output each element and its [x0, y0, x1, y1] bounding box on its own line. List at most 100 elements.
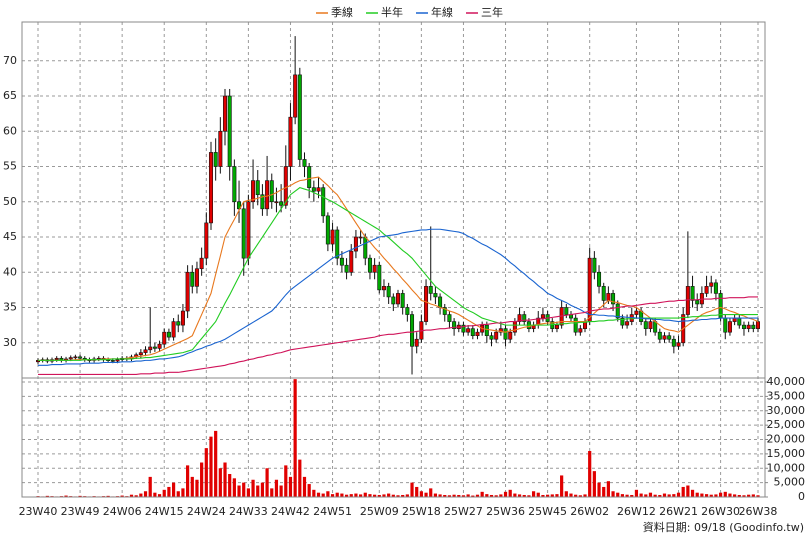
- volume-bar: [443, 494, 447, 497]
- volume-bar: [228, 474, 232, 497]
- volume-bar: [630, 494, 634, 497]
- volume-bar: [181, 488, 185, 497]
- volume-bar: [480, 491, 484, 497]
- volume-bar: [396, 495, 400, 497]
- volume-bar: [284, 465, 288, 497]
- x-tick-label: 26W38: [739, 505, 778, 518]
- ma-line: [38, 296, 758, 376]
- volume-bar: [433, 493, 438, 497]
- volume-bar: [377, 494, 381, 497]
- y2-tick-label: 5,000: [774, 476, 806, 489]
- candle-body: [110, 360, 115, 362]
- candle-body: [190, 271, 195, 287]
- candle-body: [578, 328, 583, 333]
- volume-bar: [690, 489, 695, 497]
- volume-bar: [129, 494, 134, 497]
- x-tick-label: 24W42: [271, 505, 310, 518]
- candle-body: [54, 357, 59, 360]
- candle-body: [634, 310, 639, 315]
- candle-body: [438, 296, 443, 308]
- volume-bar: [78, 495, 82, 497]
- volume-bar: [625, 494, 629, 497]
- volume-bar: [157, 494, 162, 497]
- candle-body: [540, 314, 545, 319]
- candle-body: [564, 307, 569, 315]
- candle-body: [73, 356, 78, 359]
- volume-bar: [634, 489, 639, 497]
- volume-bar: [447, 495, 452, 497]
- volume-bar: [588, 451, 592, 497]
- candle-body: [232, 166, 237, 203]
- volume-bar: [143, 491, 148, 497]
- volume-bar: [106, 495, 110, 497]
- candle-body: [755, 321, 760, 329]
- candle-body: [307, 166, 312, 188]
- candle-body: [428, 286, 433, 294]
- candle-body: [592, 257, 597, 273]
- volume-bar: [242, 482, 246, 497]
- candle-body: [573, 317, 578, 333]
- volume-bar: [363, 492, 367, 497]
- volume-bar: [751, 494, 755, 497]
- volume-bar: [611, 491, 615, 497]
- volume-bar: [602, 486, 606, 497]
- volume-bar: [555, 494, 559, 497]
- volume-bar: [312, 489, 316, 497]
- x-tick-label: 25W27: [444, 505, 483, 518]
- candle-body: [433, 293, 438, 298]
- candle-body: [554, 324, 559, 329]
- candle-body: [587, 257, 592, 322]
- volume-bar: [401, 494, 405, 497]
- volume-bar: [260, 482, 265, 497]
- x-tick-label: 25W45: [528, 505, 567, 518]
- volume-bar: [200, 462, 204, 497]
- candle-body: [180, 310, 185, 326]
- x-tick-label: 25W18: [402, 505, 441, 518]
- candle-body: [138, 352, 143, 356]
- candle-body: [246, 201, 251, 259]
- x-tick-label: 25W36: [486, 505, 525, 518]
- ma-line: [38, 228, 758, 366]
- volume-bar: [485, 494, 489, 497]
- candle-body: [171, 321, 176, 338]
- volume-bar: [302, 476, 307, 497]
- volume-bar: [569, 493, 573, 497]
- candle-body: [620, 317, 625, 326]
- volume-bar: [700, 493, 704, 497]
- x-tick-label: 26W12: [617, 505, 656, 518]
- candle-body: [723, 317, 728, 333]
- volume-bar: [410, 482, 414, 497]
- volume-bar: [237, 485, 241, 497]
- y-tick-label: 40: [3, 265, 17, 278]
- volume-bar: [214, 430, 218, 497]
- volume-bar: [429, 488, 433, 497]
- candle-body: [157, 343, 162, 349]
- volume-bar: [620, 494, 625, 497]
- volume-bar: [251, 479, 255, 497]
- candle-body: [414, 338, 419, 347]
- candle-body: [293, 74, 298, 118]
- candle-body: [204, 222, 209, 259]
- candle-body: [386, 286, 391, 298]
- x-tick-label: 24W51: [313, 505, 352, 518]
- volume-bar: [232, 478, 236, 497]
- volume-bar: [737, 494, 741, 497]
- volume-bar: [499, 494, 503, 497]
- candle-body: [251, 180, 256, 203]
- y-tick-label: 55: [3, 160, 17, 173]
- candle-body: [643, 321, 648, 329]
- candle-body: [311, 187, 316, 192]
- candle-body: [690, 286, 695, 301]
- candle-body: [241, 208, 246, 259]
- volume-bar: [709, 494, 713, 497]
- volume-bar: [546, 494, 550, 497]
- candle-body: [260, 194, 265, 210]
- volume-bar: [583, 494, 587, 497]
- volume-bar: [293, 379, 297, 497]
- candle-body: [391, 296, 396, 305]
- candle-body: [484, 324, 489, 337]
- candle-body: [424, 286, 429, 322]
- volume-bar: [298, 459, 302, 497]
- candle-body: [269, 180, 274, 203]
- volume-bar: [162, 489, 166, 497]
